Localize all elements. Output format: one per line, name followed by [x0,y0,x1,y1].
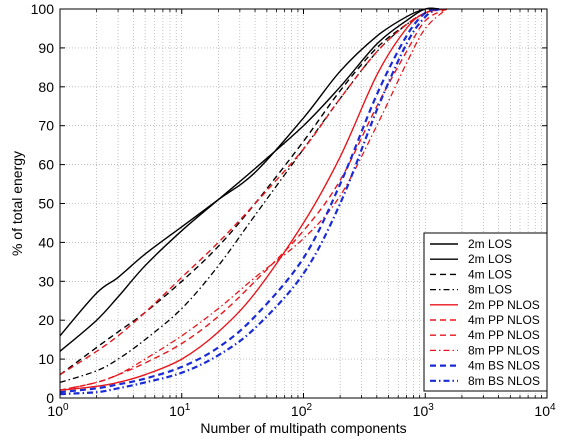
x-tick-label: 104 [534,402,556,419]
y-tick-label: 70 [38,118,54,134]
y-tick-label: 10 [38,351,54,367]
y-axis-title: % of total energy [9,151,25,256]
series-line-4 [59,8,447,391]
x-tick-label: 103 [413,402,435,419]
axis-ticks: 0 10 20 30 40 50 60 70 80 90 100 100 101 102 103 104 [31,1,556,419]
legend-label: 8m LOS [468,283,512,297]
legend-label: 2m LOS [468,252,512,266]
series-line-0 [59,7,440,337]
series-line-9 [59,8,440,396]
x-tick-label: 101 [169,402,191,419]
y-tick-label: 50 [38,196,54,212]
legend-label: 4m PP NLOS [468,313,540,327]
x-tick-label: 100 [47,402,69,419]
legend-label: 4m PP NLOS [468,328,540,342]
x-axis-title: Number of multipath components [200,420,406,436]
y-tick-label: 30 [38,273,54,289]
y-tick-label: 40 [38,234,54,250]
legend-label: 2m LOS [468,237,512,251]
legend-label: 8m BS NLOS [468,374,540,388]
y-tick-label: 0 [46,390,54,406]
series-line-1 [59,7,440,352]
legend-label: 8m PP NLOS [468,343,540,357]
legend-label: 2m PP NLOS [468,298,540,312]
y-tick-label: 80 [38,79,54,95]
series-line-6 [59,8,448,391]
y-tick-label: 20 [38,312,54,328]
y-tick-label: 90 [38,40,54,56]
series-line-7 [59,8,448,391]
series-line-8 [59,7,440,394]
legend-label: 4m LOS [468,267,512,281]
y-tick-label: 60 [38,157,54,173]
series-line-5 [59,8,440,376]
y-tick-label: 100 [31,1,55,17]
x-tick-label: 102 [291,402,313,419]
series-group [59,7,448,396]
legend-label: 4m BS NLOS [468,359,540,373]
